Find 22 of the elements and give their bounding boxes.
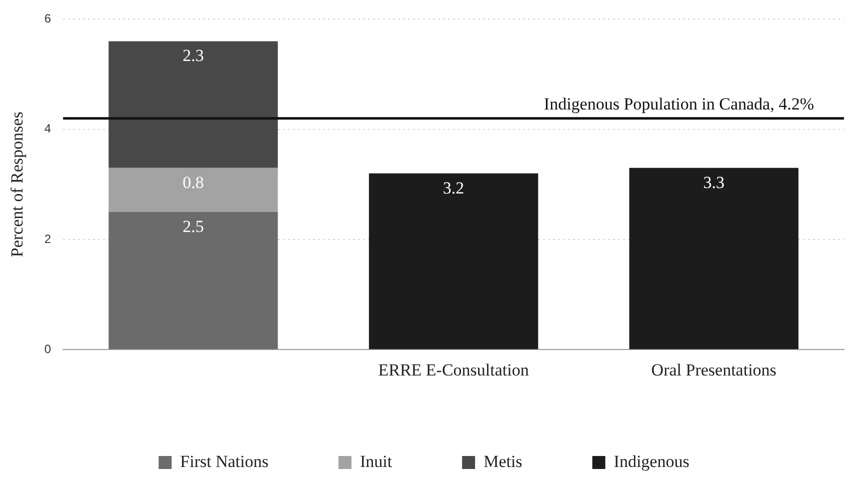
bar (629, 168, 798, 350)
legend-label: First Nations (180, 452, 268, 471)
x-tick-label: ERRE E-Consultation (378, 360, 530, 380)
data-label: 3.2 (442, 178, 464, 198)
bar (108, 41, 278, 168)
data-label: 2.5 (182, 216, 204, 236)
y-axis-title: Percent of Responses (8, 112, 27, 258)
data-label: 3.3 (703, 172, 724, 192)
y-tick-label: 0 (44, 342, 52, 356)
y-tick-label: 4 (44, 122, 52, 136)
bar (108, 168, 278, 212)
bar (368, 173, 538, 350)
legend-label: Inuit (360, 452, 392, 471)
data-label: 2.3 (182, 46, 204, 66)
bar (108, 212, 278, 350)
y-tick-label: 2 (44, 232, 52, 246)
data-label: 0.8 (182, 172, 204, 192)
x-tick-label: Oral Presentations (651, 360, 776, 380)
y-tick-label: 6 (44, 12, 52, 26)
legend-label: Metis (484, 452, 522, 471)
ref-line-label: Indigenous Population in Canada, 4.2% (544, 94, 814, 114)
legend-label: Indigenous (614, 452, 690, 471)
